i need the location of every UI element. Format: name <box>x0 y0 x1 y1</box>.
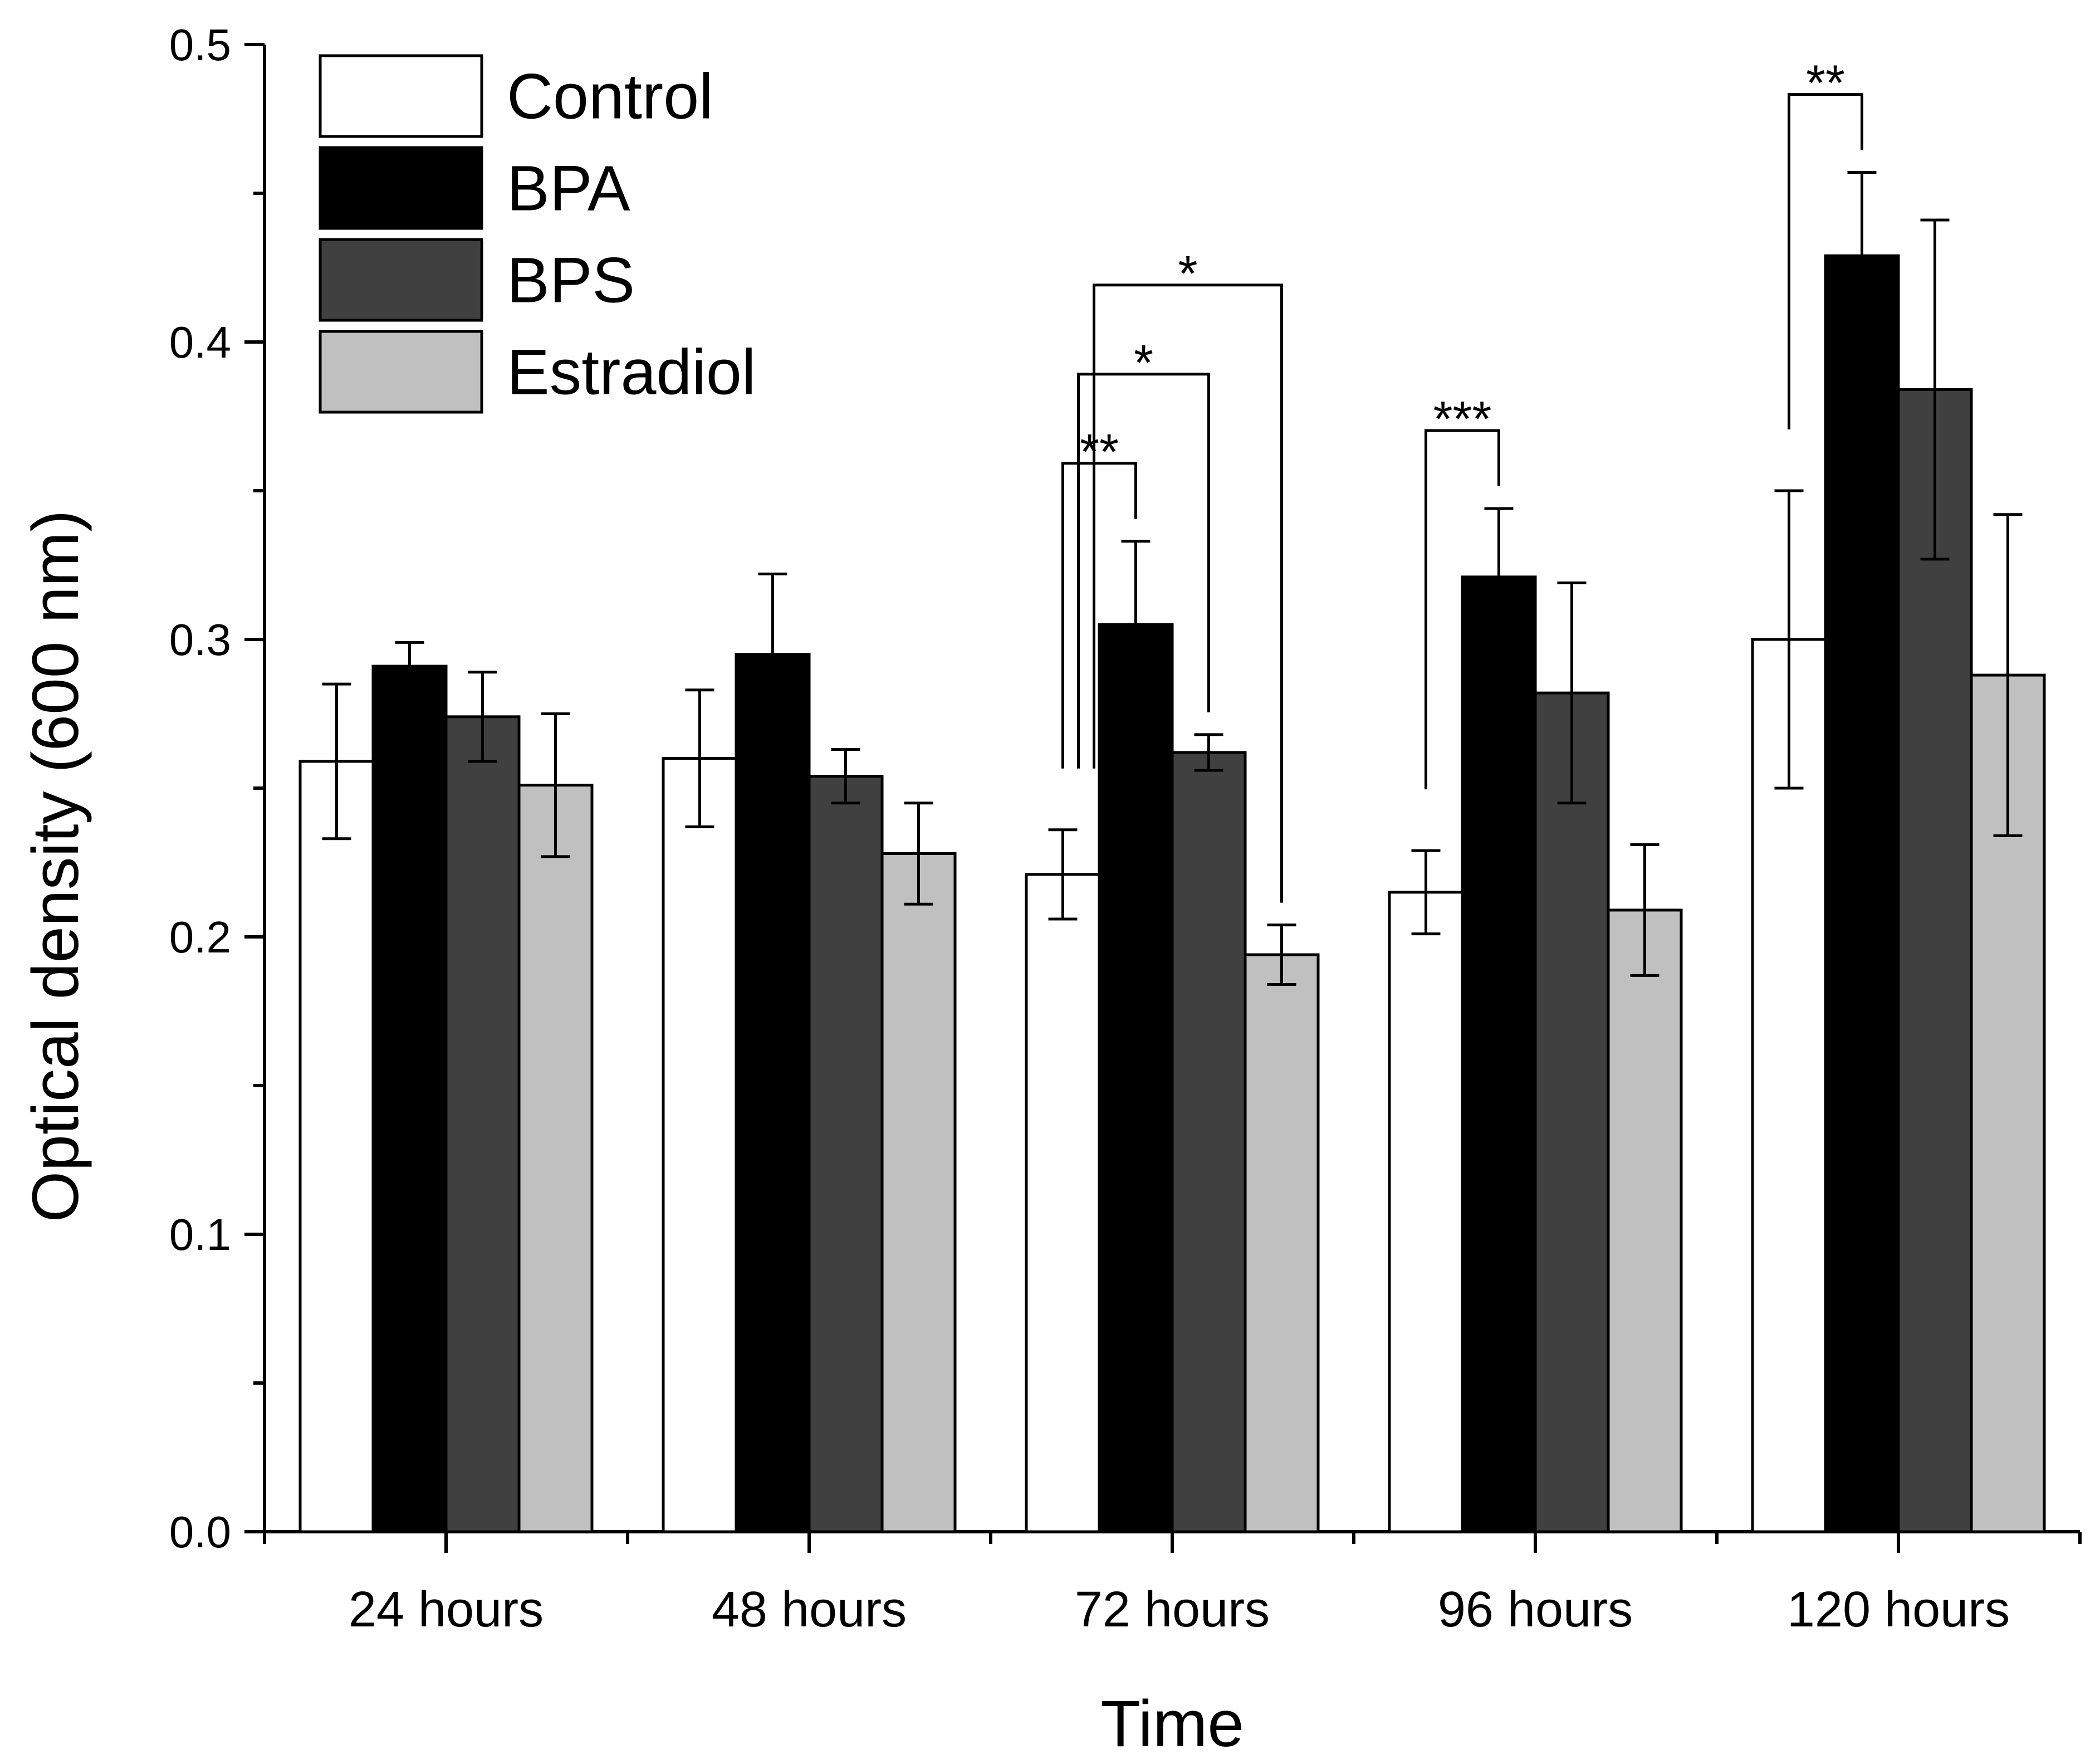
x-tick-label: 96 hours <box>1438 1582 1633 1638</box>
x-tick-label: 72 hours <box>1075 1582 1270 1638</box>
significance-label: * <box>1134 335 1153 391</box>
bar-bpa <box>735 653 811 1533</box>
y-axis-title: Optical density (600 nm) <box>19 510 92 1223</box>
legend-swatch <box>319 54 483 138</box>
y-tick-label: 0.2 <box>169 912 231 962</box>
x-tick-label: 48 hours <box>712 1582 907 1638</box>
bar-estradiol <box>880 852 957 1533</box>
significance-brackets: ********* <box>1061 56 1863 903</box>
legend-swatch <box>319 330 483 414</box>
y-tick-label: 0.0 <box>169 1507 231 1557</box>
significance-label: ** <box>1806 56 1845 111</box>
significance-bracket <box>1077 373 1210 769</box>
bar-control <box>298 760 375 1533</box>
significance-bracket <box>1061 462 1137 769</box>
bar-bpa <box>371 664 448 1533</box>
significance-bracket <box>1788 93 1863 429</box>
bar-bps <box>1534 691 1610 1533</box>
bar-bpa <box>1461 575 1537 1533</box>
bar-control <box>662 757 738 1533</box>
legend-label: BPS <box>507 245 635 316</box>
legend-swatch <box>319 238 483 322</box>
legend-label: BPA <box>507 153 630 224</box>
significance-label: *** <box>1433 392 1491 447</box>
bar-estradiol <box>517 784 594 1533</box>
x-tick-label: 24 hours <box>349 1582 544 1638</box>
legend-label: Control <box>507 61 713 133</box>
y-tick-label: 0.4 <box>169 317 231 367</box>
significance-bracket <box>1425 429 1500 790</box>
y-tick-label: 0.1 <box>169 1210 231 1259</box>
error-bars <box>322 171 2023 986</box>
axis-ticks: 0.0 0.1 0.2 0.3 0.4 0.5 24 hours 48 hours 72 hou… <box>169 20 2082 1638</box>
bar-bps <box>807 775 884 1533</box>
bar-bpa <box>1824 254 1900 1533</box>
bar-bps <box>1171 751 1247 1533</box>
bar-bps <box>444 715 521 1533</box>
bar-estradiol <box>1244 953 1320 1533</box>
x-tick-label: 120 hours <box>1787 1582 2010 1638</box>
legend: Control BPA BPS Estradiol <box>319 54 756 414</box>
significance-bracket <box>1093 284 1283 903</box>
significance-label: ** <box>1080 424 1119 480</box>
bar-control <box>1025 873 1101 1533</box>
bars <box>298 254 2046 1533</box>
bar-control <box>1388 891 1464 1533</box>
legend-swatch <box>319 146 483 230</box>
bar-bpa <box>1098 623 1174 1533</box>
x-axis-title: Time <box>1100 1687 1244 1761</box>
significance-label: * <box>1178 246 1197 302</box>
bar-bps <box>1897 388 1973 1533</box>
bar-estradiol <box>1607 908 1683 1533</box>
y-tick-label: 0.3 <box>169 615 231 664</box>
legend-label: Estradiol <box>507 337 756 408</box>
y-tick-label: 0.5 <box>169 20 231 70</box>
